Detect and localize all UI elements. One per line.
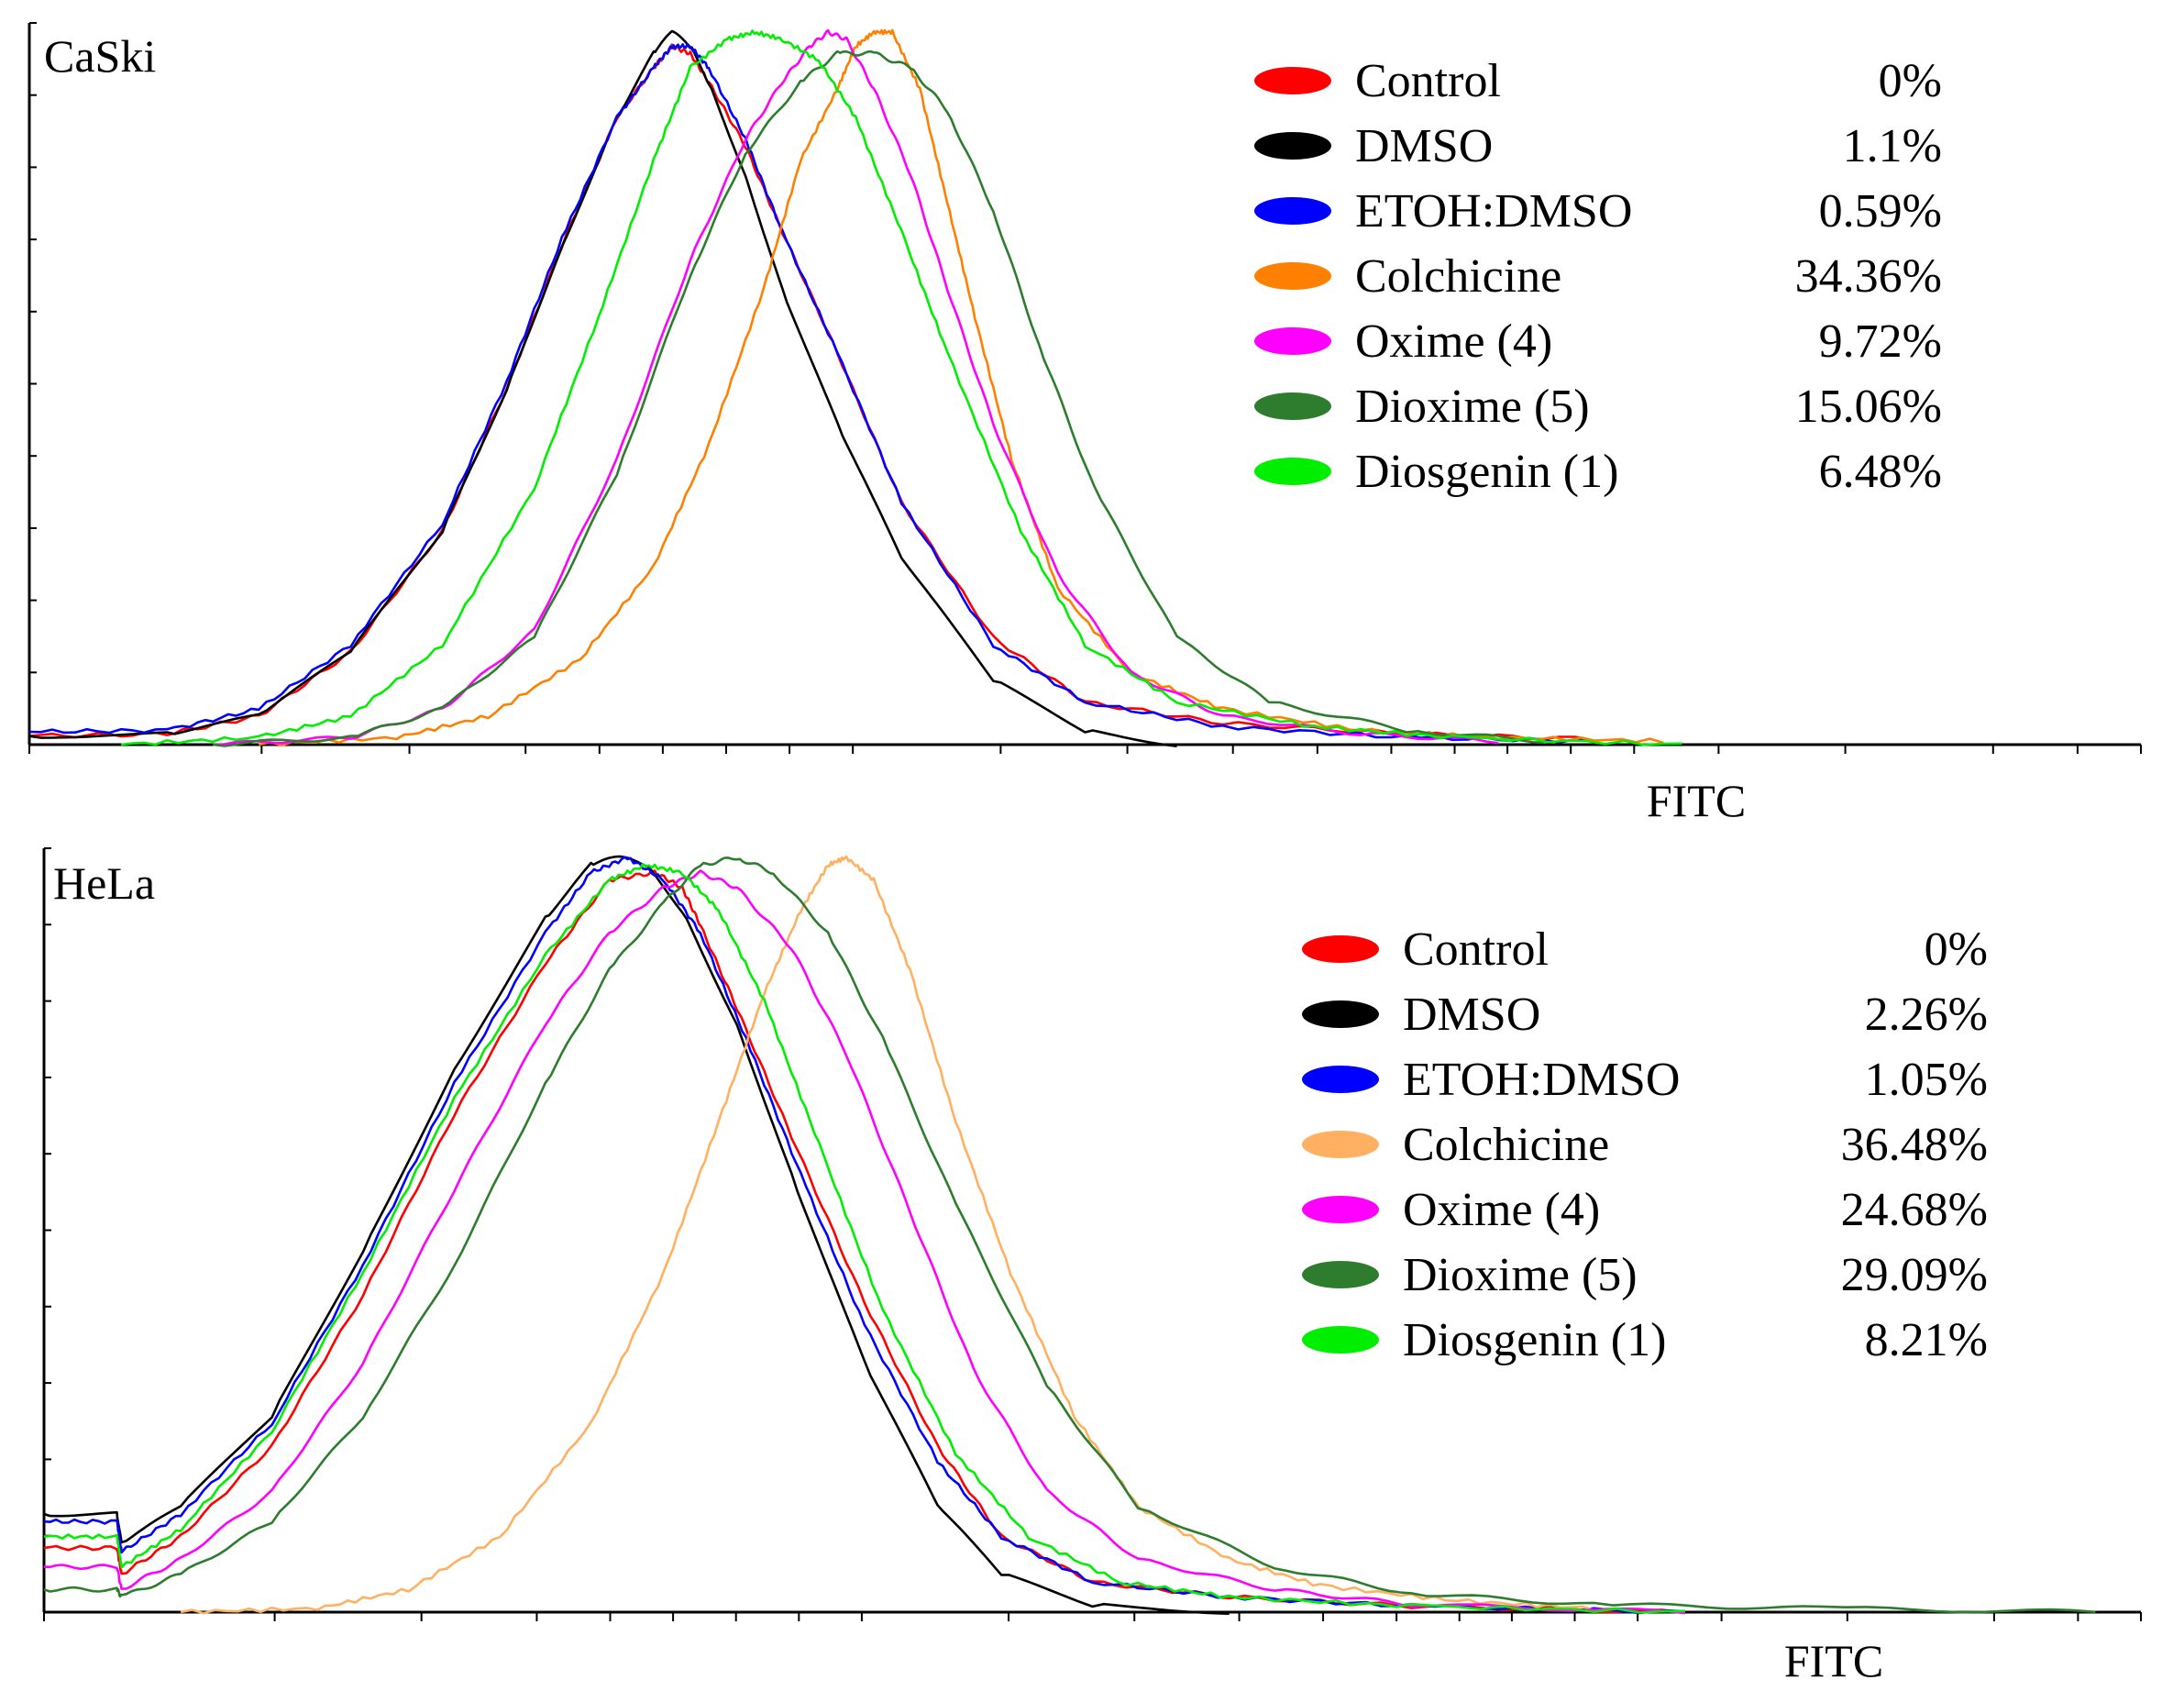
series-line-dioxime-5 <box>43 857 2096 1614</box>
x-axis-label: FITC <box>1647 775 1746 826</box>
legend-swatch-dioxime-5 <box>1254 392 1331 420</box>
legend-percent-oxime-4: 9.72% <box>1819 315 1942 368</box>
legend-label-dioxime-5: Dioxime (5) <box>1403 1249 1638 1301</box>
legend-swatch-etoh-dmso <box>1302 1066 1379 1093</box>
series-line-diosgenin-1 <box>120 29 1682 746</box>
legend-label-control: Control <box>1355 55 1501 107</box>
legend-swatch-oxime-4 <box>1302 1196 1379 1223</box>
legend-label-dmso: DMSO <box>1403 989 1540 1041</box>
series-line-etoh-dmso <box>43 856 1685 1615</box>
legend-swatch-colchicine <box>1302 1131 1379 1158</box>
series-line-dmso <box>28 29 1177 747</box>
series-line-oxime-4 <box>213 28 1499 746</box>
legend-swatch-dmso <box>1254 132 1331 160</box>
legend-percent-etoh-dmso: 1.05% <box>1865 1054 1988 1106</box>
legend-label-etoh-dmso: ETOH:DMSO <box>1355 185 1632 238</box>
legend-swatch-control <box>1302 935 1379 963</box>
legend-label-colchicine: Colchicine <box>1355 250 1561 303</box>
legend-percent-colchicine: 36.48% <box>1841 1119 1988 1171</box>
hela-panel: HeLa FITC Control 0% DMSO 2.26% ETOH:DMSO 1.05%… <box>42 847 2142 1686</box>
legend-swatch-diosgenin-1 <box>1254 458 1331 485</box>
panel-title: CaSki <box>44 30 156 82</box>
legend-label-diosgenin-1: Diosgenin (1) <box>1403 1314 1666 1366</box>
legend-percent-diosgenin-1: 8.21% <box>1865 1314 1988 1366</box>
legend-label-etoh-dmso: ETOH:DMSO <box>1403 1054 1680 1106</box>
panel-title: HeLa <box>53 857 155 909</box>
series-line-diosgenin-1 <box>43 863 1685 1614</box>
legend-percent-dioxime-5: 15.06% <box>1795 381 1942 433</box>
legend-swatch-dioxime-5 <box>1302 1261 1379 1288</box>
legend-label-control: Control <box>1403 923 1549 976</box>
series-line-etoh-dmso <box>28 43 1591 744</box>
legend-percent-colchicine: 34.36% <box>1795 250 1942 303</box>
legend-label-colchicine: Colchicine <box>1403 1119 1609 1171</box>
legend-percent-control: 0% <box>1925 923 1988 976</box>
legend-label-oxime-4: Oxime (4) <box>1355 315 1552 368</box>
series-line-dmso <box>43 855 1230 1615</box>
legend-swatch-control <box>1254 67 1331 94</box>
legend-label-dmso: DMSO <box>1355 120 1493 172</box>
legend-label-dioxime-5: Dioxime (5) <box>1355 381 1590 433</box>
legend-swatch-etoh-dmso <box>1254 197 1331 225</box>
legend-percent-dmso: 1.1% <box>1843 120 1942 172</box>
caski-panel: CaSki FITC Control 0% DMSO 1.1% ETOH:DMSO 0.59%… <box>28 22 2142 826</box>
legend-swatch-diosgenin-1 <box>1302 1326 1379 1354</box>
legend-percent-oxime-4: 24.68% <box>1841 1184 1988 1236</box>
x-axis-label: FITC <box>1784 1635 1883 1686</box>
legend-label-diosgenin-1: Diosgenin (1) <box>1355 446 1618 498</box>
legend-percent-dioxime-5: 29.09% <box>1841 1249 1988 1301</box>
legend-swatch-colchicine <box>1254 262 1331 290</box>
legend-label-oxime-4: Oxime (4) <box>1403 1184 1600 1236</box>
legend-percent-etoh-dmso: 0.59% <box>1819 185 1942 238</box>
series-line-colchicine <box>180 855 1594 1615</box>
series-line-oxime-4 <box>43 869 1685 1615</box>
series-line-dioxime-5 <box>213 50 1545 747</box>
legend-percent-control: 0% <box>1879 55 1942 107</box>
legend-swatch-oxime-4 <box>1254 327 1331 355</box>
legend-swatch-dmso <box>1302 1000 1379 1028</box>
legend-percent-dmso: 2.26% <box>1865 989 1988 1041</box>
legend-percent-diosgenin-1: 6.48% <box>1819 446 1942 498</box>
